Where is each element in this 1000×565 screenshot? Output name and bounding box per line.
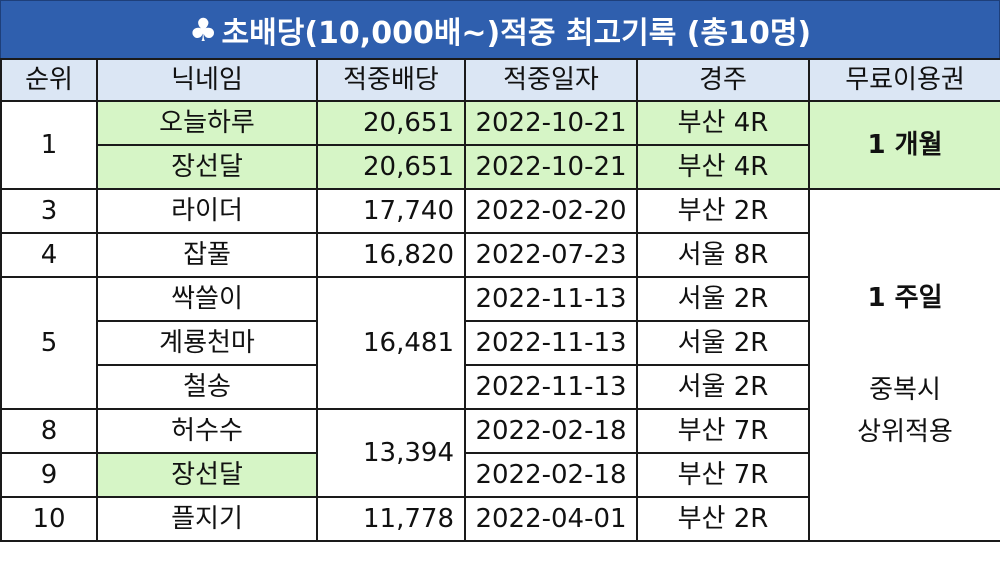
date-cell: 2022-02-18 [464,452,638,498]
ticket-week-cell: 1 주일 중복시 상위적용 [808,188,1000,542]
spacer [811,319,999,369]
odds-cell: 16,481 [316,276,466,410]
race-cell: 부산 2R [636,496,810,542]
odds-cell: 20,651 [316,100,466,146]
race-cell: 부산 7R [636,452,810,498]
table-row: 1 오늘하루 20,651 2022-10-21 부산 4R 1 개월 [0,100,1000,190]
odds-cell: 20,651 [316,144,466,190]
date-cell: 2022-11-13 [464,320,638,366]
board-title-text: 초배당(10,000배~)적중 최고기록 (총10명) [221,16,812,51]
header-nickname: 닉네임 [96,58,318,102]
header-odds: 적중배당 [316,58,466,102]
nickname-cell: 철송 [96,364,318,410]
table-row: 10 플지기 11,778 2022-04-01 부산 2R [0,496,1000,542]
rank-cell: 8 [0,408,98,454]
date-cell: 2022-02-20 [464,188,638,234]
table-row: 5 싹쓸이 16,481 2022-11-13 서울 2R [0,276,1000,410]
nickname-cell: 싹쓸이 [96,276,318,322]
header-race: 경주 [636,58,810,102]
rank-cell: 4 [0,232,98,278]
odds-cell: 13,394 [316,408,466,498]
date-cell: 2022-04-01 [464,496,638,542]
race-cell: 서울 2R [636,364,810,410]
date-cell: 2022-11-13 [464,364,638,410]
date-cell: 2022-07-23 [464,232,638,278]
ticket-month-cell: 1 개월 [808,100,1000,190]
race-cell: 부산 4R [636,144,810,190]
odds-cell: 11,778 [316,496,466,542]
rank-cell: 1 [0,100,98,190]
record-table: 순위 닉네임 적중배당 적중일자 경주 무료이용권 1 오늘하루 20,651 … [0,58,1000,542]
header-free-ticket: 무료이용권 [808,58,1000,102]
nickname-cell: 허수수 [96,408,318,454]
date-cell: 2022-02-18 [464,408,638,454]
race-cell: 부산 4R [636,100,810,146]
nickname-cell: 장선달 [96,452,318,498]
race-cell: 서울 2R [636,276,810,322]
race-cell: 부산 7R [636,408,810,454]
race-cell: 서울 8R [636,232,810,278]
date-cell: 2022-10-21 [464,100,638,146]
header-date: 적중일자 [464,58,638,102]
nickname-cell: 오늘하루 [96,100,318,146]
header-rank: 순위 [0,58,98,102]
table-row: 철송 2022-11-13 서울 2R [1,364,1000,410]
table-row: 9 장선달 2022-02-18 부산 7R [0,452,1000,498]
header-row: 순위 닉네임 적중배당 적중일자 경주 무료이용권 [0,58,1000,102]
date-cell: 2022-11-13 [464,276,638,322]
nickname-cell: 잡풀 [96,232,318,278]
odds-cell: 17,740 [316,188,466,234]
table-row: 장선달 20,651 2022-10-21 부산 4R [1,144,1000,190]
rank-cell: 9 [0,452,98,498]
odds-cell: 16,820 [316,232,466,278]
ticket-note-line1: 중복시 [869,375,941,405]
rank-cell: 5 [0,276,98,410]
nickname-cell: 계룡천마 [96,320,318,366]
date-cell: 2022-10-21 [464,144,638,190]
rank-cell: 10 [0,496,98,542]
race-cell: 서울 2R [636,320,810,366]
table-row: 4 잡풀 16,820 2022-07-23 서울 8R [0,232,1000,278]
club-suit-icon: ♣ [188,11,218,49]
table-row: 3 라이더 17,740 2022-02-20 부산 2R 1 주일 중복시 상… [0,188,1000,542]
rank-cell: 3 [0,188,98,234]
nickname-cell: 장선달 [96,144,318,190]
table-row: 8 허수수 13,394 2022-02-18 부산 7R [0,408,1000,498]
table-row: 계룡천마 2022-11-13 서울 2R [1,320,1000,366]
ticket-note-line2: 상위적용 [857,417,953,447]
nickname-cell: 라이더 [96,188,318,234]
ticket-week-label: 1 주일 [867,283,943,313]
nickname-cell: 플지기 [96,496,318,542]
race-cell: 부산 2R [636,188,810,234]
board-title: ♣ 초배당(10,000배~)적중 최고기록 (총10명) [0,0,1000,60]
